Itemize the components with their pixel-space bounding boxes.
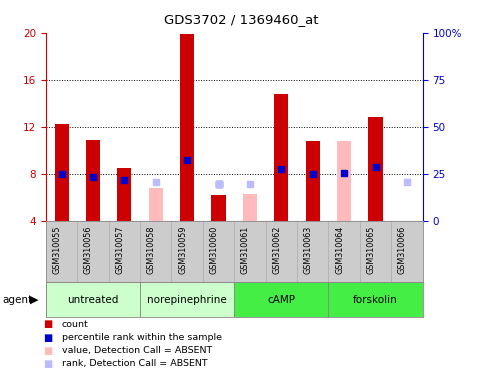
Bar	[149, 188, 163, 221]
Bar	[337, 141, 351, 221]
Text: ▶: ▶	[30, 295, 39, 305]
Point	[184, 157, 191, 163]
Text: GSM310055: GSM310055	[53, 226, 62, 274]
Text: count: count	[62, 320, 88, 329]
Text: GSM310057: GSM310057	[115, 226, 125, 274]
Bar	[46, 282, 140, 317]
Text: forskolin: forskolin	[353, 295, 398, 305]
Point	[403, 179, 411, 185]
Text: GSM310059: GSM310059	[178, 226, 187, 274]
Text: GDS3702 / 1369460_at: GDS3702 / 1369460_at	[164, 13, 319, 26]
Text: GSM310056: GSM310056	[84, 226, 93, 274]
Point	[215, 181, 223, 187]
Bar	[86, 140, 100, 221]
Bar	[212, 195, 226, 221]
Bar	[55, 124, 69, 221]
Bar	[243, 194, 257, 221]
Point	[372, 164, 380, 170]
Text: GSM310063: GSM310063	[304, 226, 313, 274]
Point	[277, 166, 285, 172]
Text: GSM310065: GSM310065	[367, 226, 376, 274]
Bar	[274, 94, 288, 221]
Text: GSM310060: GSM310060	[210, 226, 219, 274]
Text: GSM310066: GSM310066	[398, 226, 407, 274]
Text: untreated: untreated	[67, 295, 119, 305]
Bar	[140, 282, 234, 317]
Bar	[180, 34, 194, 221]
Text: ■: ■	[43, 359, 53, 369]
Point	[246, 181, 254, 187]
Text: value, Detection Call = ABSENT: value, Detection Call = ABSENT	[62, 346, 212, 355]
Bar	[328, 282, 423, 317]
Text: norepinephrine: norepinephrine	[147, 295, 227, 305]
Text: ■: ■	[43, 346, 53, 356]
Text: rank, Detection Call = ABSENT: rank, Detection Call = ABSENT	[62, 359, 208, 368]
Text: percentile rank within the sample: percentile rank within the sample	[62, 333, 222, 342]
Text: GSM310058: GSM310058	[147, 226, 156, 274]
Text: ■: ■	[43, 333, 53, 343]
Point	[152, 179, 159, 185]
Text: GSM310061: GSM310061	[241, 226, 250, 274]
Text: ■: ■	[43, 319, 53, 329]
Point	[58, 170, 66, 177]
Text: cAMP: cAMP	[268, 295, 295, 305]
Point	[309, 170, 317, 177]
Point	[340, 169, 348, 175]
Bar	[306, 141, 320, 221]
Point	[215, 181, 223, 187]
Bar	[117, 168, 131, 221]
Text: GSM310062: GSM310062	[272, 226, 281, 274]
Bar	[369, 118, 383, 221]
Point	[121, 177, 128, 183]
Text: agent: agent	[2, 295, 32, 305]
Point	[89, 174, 97, 180]
Bar	[234, 282, 328, 317]
Text: GSM310064: GSM310064	[335, 226, 344, 274]
